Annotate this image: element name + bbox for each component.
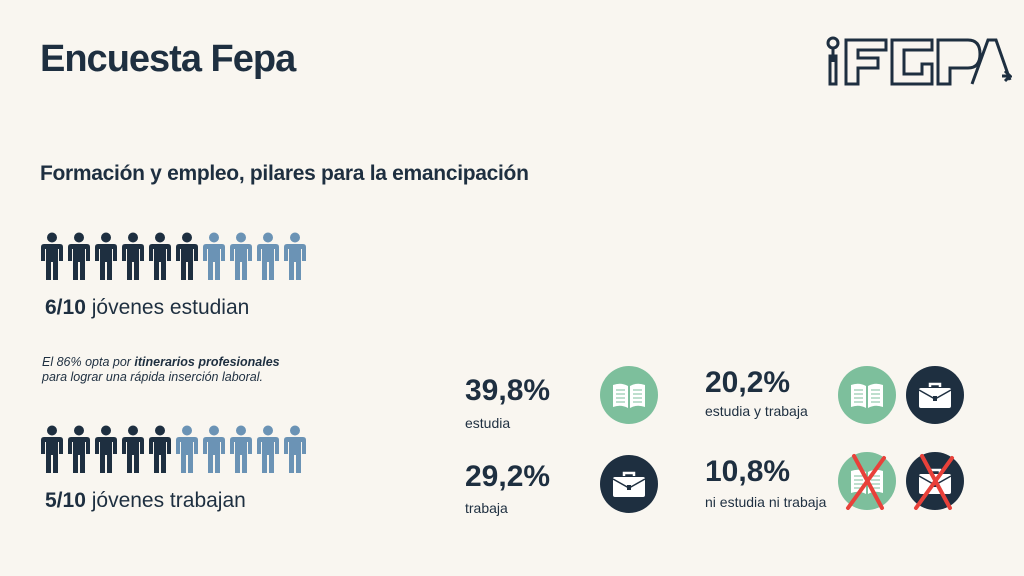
person-icon bbox=[284, 425, 306, 473]
workers-pictogram bbox=[40, 425, 307, 475]
person-icon bbox=[68, 425, 90, 473]
students-text: jóvenes estudian bbox=[91, 296, 250, 319]
book-icon bbox=[600, 366, 658, 424]
stat-estudia-label: estudia bbox=[465, 415, 511, 431]
note-bold: itinerarios profesionales bbox=[134, 355, 280, 369]
person-icon bbox=[203, 232, 225, 280]
stat-trabaja-pct: 29,2% bbox=[465, 460, 551, 493]
person-icon bbox=[230, 425, 252, 473]
stat-estudia-pct: 39,8% bbox=[465, 374, 551, 407]
workers-text: jóvenes trabajan bbox=[91, 489, 246, 512]
stat-both-pct: 20,2% bbox=[705, 366, 791, 399]
person-icon bbox=[68, 232, 90, 280]
person-icon bbox=[176, 425, 198, 473]
person-icon bbox=[41, 425, 63, 473]
page-title: Encuesta Fepa bbox=[40, 38, 296, 80]
person-icon bbox=[203, 425, 225, 473]
person-icon bbox=[230, 232, 252, 280]
person-icon bbox=[122, 425, 144, 473]
person-icon bbox=[95, 232, 117, 280]
workers-stat: 5/10 jóvenes trabajan bbox=[45, 489, 246, 513]
person-icon bbox=[149, 425, 171, 473]
book-crossed-icon bbox=[838, 452, 896, 510]
person-icon bbox=[257, 425, 279, 473]
students-stat: 6/10 jóvenes estudian bbox=[45, 296, 249, 320]
person-icon bbox=[41, 232, 63, 280]
stat-both-label: estudia y trabaja bbox=[705, 403, 808, 419]
person-icon bbox=[257, 232, 279, 280]
stat-trabaja-label: trabaja bbox=[465, 500, 508, 516]
person-icon bbox=[95, 425, 117, 473]
fepa-logo bbox=[826, 36, 1012, 86]
person-icon bbox=[284, 232, 306, 280]
stat-neither-label: ni estudia ni trabaja bbox=[705, 494, 827, 510]
note-prefix: El 86% opta por bbox=[42, 355, 135, 369]
person-icon bbox=[176, 232, 198, 280]
person-icon bbox=[149, 232, 171, 280]
students-pictogram bbox=[40, 232, 307, 282]
section-subtitle: Formación y empleo, pilares para la eman… bbox=[40, 162, 529, 185]
briefcase-crossed-icon bbox=[906, 452, 964, 510]
stat-neither-pct: 10,8% bbox=[705, 455, 791, 488]
students-ratio: 6/10 bbox=[45, 296, 86, 319]
briefcase-icon bbox=[600, 455, 658, 513]
workers-ratio: 5/10 bbox=[45, 489, 86, 512]
book-icon bbox=[838, 366, 896, 424]
person-icon bbox=[122, 232, 144, 280]
note-suffix: para lograr una rápida inserción laboral… bbox=[42, 370, 263, 384]
note: El 86% opta por itinerarios profesionale… bbox=[42, 355, 280, 385]
briefcase-icon bbox=[906, 366, 964, 424]
